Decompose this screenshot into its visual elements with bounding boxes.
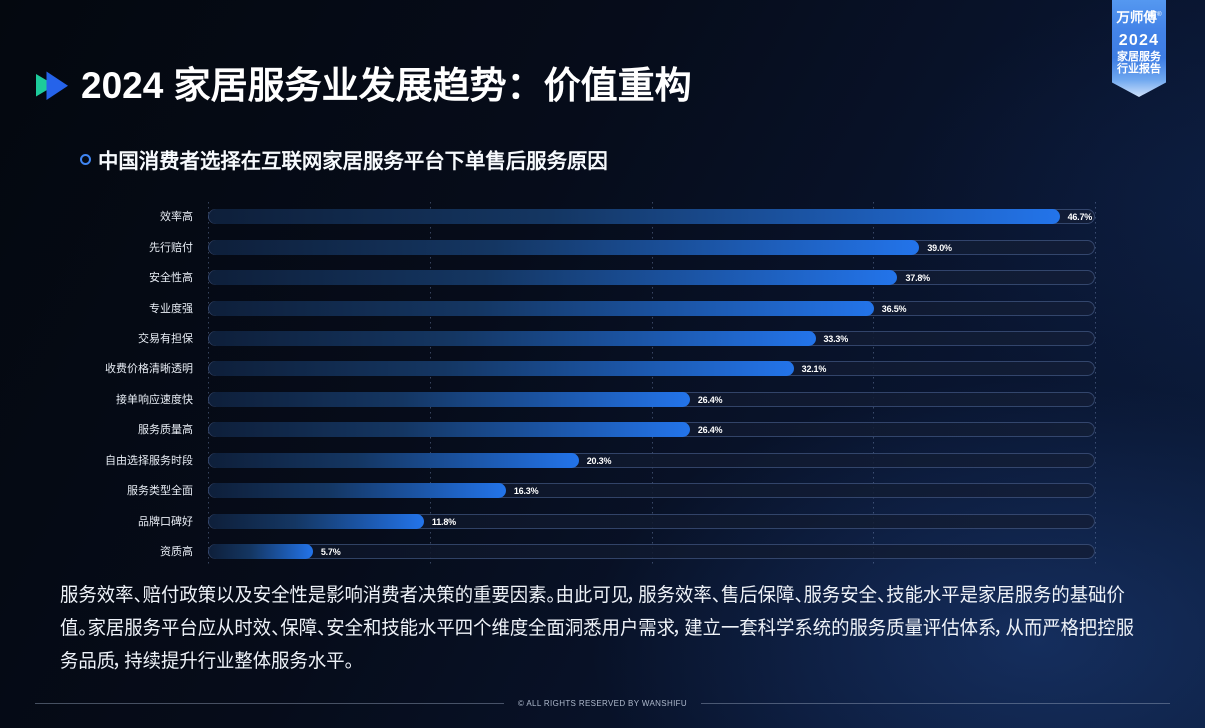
cjk-punctuation: 、	[877, 585, 895, 606]
bar-track	[208, 270, 1095, 286]
cjk-punctuation: ，	[111, 651, 130, 672]
category-label: 专业度强	[149, 302, 193, 315]
gridline	[651, 202, 653, 566]
category-label: 品牌口碑好	[138, 515, 193, 528]
bar-value-label: 11.8%	[431, 516, 456, 527]
bar	[209, 422, 690, 438]
footer: © ALL RIGHTS RESERVED BY WANSHIFU	[35, 696, 1171, 711]
page-title: 2024 家居服务业发展趋势：价值重构	[81, 65, 692, 106]
bar	[209, 209, 1060, 225]
cjk-punctuation: 。	[546, 585, 564, 606]
category-label: 服务类型全面	[127, 485, 193, 498]
summary-line: 务品质， 持续提升行业整体服务水平。	[60, 651, 363, 672]
gridline	[873, 202, 875, 566]
bar-track	[208, 422, 1095, 438]
cjk-punctuation: 。	[78, 618, 96, 639]
chart-heading: 中国消费者选择在互联网家居服务平台下单售后服务原因	[80, 146, 608, 173]
bar-value-label: 37.8%	[905, 273, 930, 284]
cjk-punctuation: 、	[711, 585, 730, 606]
cjk-punctuation: 、	[271, 618, 289, 639]
bar	[209, 239, 920, 255]
bar	[209, 270, 898, 286]
copyright-text: © ALL RIGHTS RESERVED BY WANSHIFU	[517, 699, 688, 708]
bar	[209, 483, 506, 499]
registered-mark: ®	[1156, 11, 1162, 18]
footer-rule-left	[35, 703, 504, 704]
category-label: 收费价格清晰透明	[105, 363, 193, 376]
chart-title: 中国消费者选择在互联网家居服务平台下单售后服务原因	[98, 151, 608, 173]
category-label: 接单响应速度快	[116, 393, 193, 406]
bar-track	[208, 361, 1095, 377]
bar-value-label: 20.3%	[586, 455, 612, 466]
cjk-punctuation: 、	[133, 585, 151, 606]
gridline	[429, 202, 431, 566]
bar	[209, 391, 690, 407]
category-label: 自由选择服务时段	[105, 454, 193, 467]
bar-value-label: 46.7%	[1067, 212, 1093, 223]
summary-paragraph: 服务效率、赔付政策以及安全性是影响消费者决策的重要因素。由此可见， 服务效率、售后…	[60, 579, 1170, 678]
gridline	[1095, 202, 1096, 566]
bar-value-label: 5.7%	[320, 547, 341, 558]
badge-line1: 家居服务	[1117, 51, 1161, 63]
cjk-punctuation: 、	[794, 585, 812, 606]
gridline	[208, 202, 209, 566]
bar-track	[208, 300, 1095, 316]
cjk-punctuation: ，	[626, 585, 644, 606]
footer-rule-right	[701, 703, 1171, 704]
summary-line: 服务效率、赔付政策以及安全性是影响消费者决策的重要因素。由此可见， 服务效率、售后…	[60, 585, 1125, 606]
bar-value-label: 36.5%	[881, 303, 907, 314]
bar-track	[208, 452, 1095, 468]
badge-year: 2024	[1118, 32, 1160, 49]
category-label: 服务质量高	[138, 424, 193, 437]
bar-track	[208, 483, 1095, 499]
bar-value-label: 39.0%	[927, 242, 952, 253]
bar-value-label: 33.3%	[823, 333, 849, 344]
bar-value-label: 16.3%	[513, 486, 539, 497]
bar-track	[208, 239, 1095, 255]
cjk-punctuation: 、	[317, 618, 335, 639]
category-label: 安全性高	[149, 272, 193, 285]
cjk-punctuation: ，	[671, 618, 690, 639]
bar	[209, 513, 424, 529]
cjk-punctuation: 。	[344, 651, 363, 672]
ring-bullet-icon	[80, 153, 91, 165]
category-label: 效率高	[160, 211, 193, 224]
bar-track	[208, 513, 1095, 529]
report-badge: 万师傅® 2024 家居服务 行业报告	[1112, 0, 1166, 97]
play-arrows-icon	[36, 71, 68, 100]
bar	[209, 361, 794, 377]
category-label: 交易有担保	[138, 332, 193, 345]
bar-value-label: 26.4%	[697, 394, 723, 405]
bar-value-label: 32.1%	[801, 364, 827, 375]
category-label: 资质高	[160, 546, 193, 559]
brand-logo: 万师傅®	[1116, 10, 1162, 25]
bar	[209, 544, 313, 560]
bar	[209, 300, 874, 316]
summary-line: 值。家居服务平台应从时效、保障、安全和技能水平四个维度全面洞悉用户需求， 建立一套…	[60, 618, 1134, 639]
badge-line2: 行业报告	[1117, 62, 1161, 75]
bar	[209, 330, 816, 346]
bar	[209, 452, 579, 468]
bar-track	[208, 544, 1095, 560]
bar-track	[208, 391, 1095, 407]
bar-track	[208, 209, 1095, 225]
category-label: 先行赔付	[149, 241, 193, 254]
bar-track	[208, 330, 1095, 346]
cjk-punctuation: ，	[993, 618, 1011, 639]
bar-value-label: 26.4%	[697, 425, 723, 436]
